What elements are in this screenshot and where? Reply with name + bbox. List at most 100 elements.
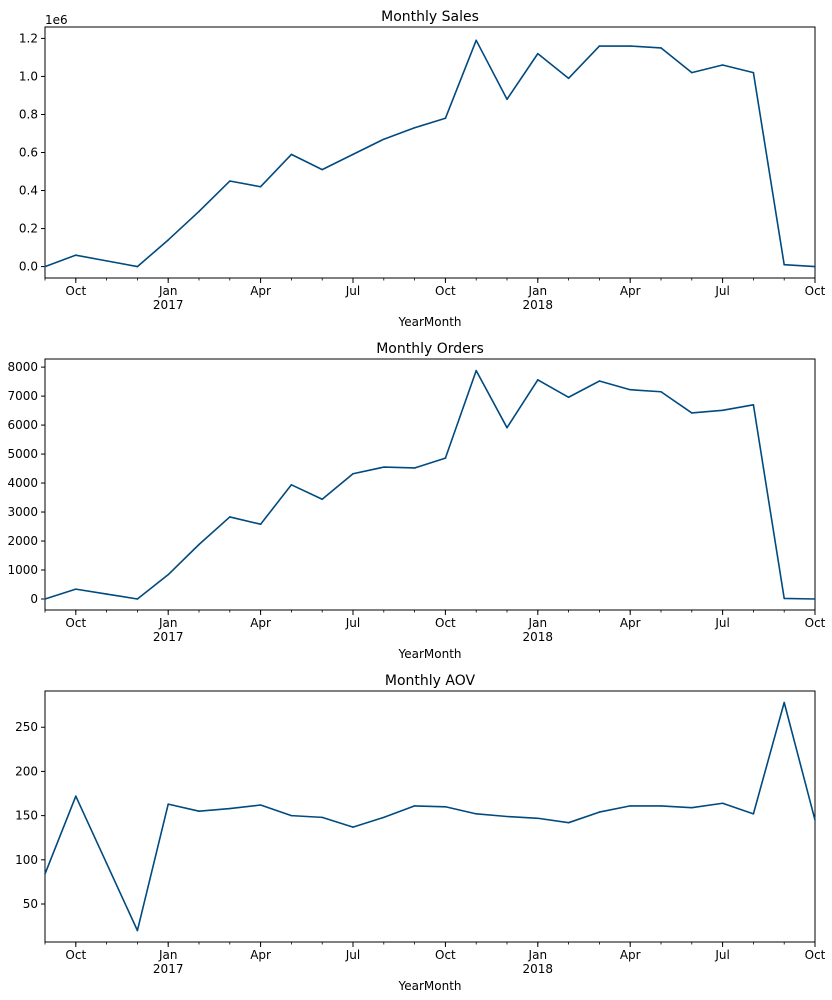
y-tick-label: 0.8	[19, 107, 38, 121]
data-point	[721, 64, 724, 66]
y-tick-label: 1000	[7, 563, 38, 577]
data-point	[44, 873, 46, 875]
plot-area-frame	[44, 690, 816, 943]
data-point	[721, 409, 724, 412]
x-tick-label: Apr	[250, 948, 271, 962]
data-point	[229, 180, 231, 182]
x-tick-label: Apr	[620, 948, 641, 962]
y-tick-label: 200	[15, 764, 38, 778]
data-point	[567, 821, 570, 824]
x-axis-label: YearMonth	[397, 979, 461, 993]
data-point	[567, 77, 570, 80]
y-tick-label: 5000	[7, 447, 38, 461]
x-tick-label: Apr	[250, 616, 271, 630]
data-point	[167, 803, 169, 805]
data-point	[598, 45, 601, 47]
data-point	[629, 805, 631, 807]
data-point	[506, 98, 508, 101]
data-point	[105, 260, 108, 262]
y-tick-label: 0.2	[19, 222, 38, 236]
data-point	[814, 598, 816, 600]
y-tick-label: 250	[15, 720, 38, 734]
data-point	[321, 498, 324, 501]
x-tick-label: Jul	[714, 948, 729, 962]
x-tick-label: Apr	[620, 284, 641, 298]
x-tick-label: Oct	[805, 616, 826, 630]
data-point	[352, 153, 354, 156]
y-tick-label: 2000	[7, 534, 38, 548]
data-point	[259, 523, 262, 526]
data-point	[413, 805, 416, 807]
x-year-label: 2017	[153, 630, 184, 644]
series-line	[44, 369, 816, 600]
data-point	[506, 815, 508, 818]
data-point	[660, 805, 662, 807]
data-point	[691, 806, 693, 809]
data-point	[629, 388, 631, 391]
data-point	[598, 380, 601, 382]
y-tick-label: 6000	[7, 418, 38, 432]
x-tick-label: Oct	[65, 948, 86, 962]
y-tick-label: 8000	[7, 360, 38, 374]
data-point	[691, 71, 693, 74]
x-tick-label: Jan	[528, 616, 548, 630]
data-point	[229, 807, 231, 810]
data-point	[198, 210, 200, 213]
data-point	[660, 47, 662, 49]
x-tick-label: Apr	[250, 284, 271, 298]
data-point	[75, 254, 77, 256]
data-point	[44, 598, 46, 600]
data-point	[783, 597, 785, 600]
data-point	[383, 816, 385, 819]
y-tick-label: 0.0	[19, 260, 38, 274]
x-year-label: 2017	[153, 298, 184, 312]
x-tick-label: Jan	[158, 284, 178, 298]
data-point	[167, 239, 169, 241]
sales-chart: Monthly Sales 1e6 YearMonth 0.0 0.2 0.4 0.6…	[19, 9, 826, 329]
data-point	[105, 862, 108, 865]
data-point	[383, 466, 385, 468]
y-tick-label: 150	[15, 809, 38, 823]
x-tick-label: Jul	[345, 284, 360, 298]
data-point	[537, 52, 539, 55]
x-tick-label: Oct	[805, 284, 826, 298]
data-point	[783, 701, 785, 704]
data-point	[752, 403, 755, 406]
x-tick-label: Oct	[65, 616, 86, 630]
chart-title: Monthly Orders	[376, 341, 484, 357]
data-point	[198, 543, 200, 546]
y-tick-label: 4000	[7, 476, 38, 490]
data-point	[75, 795, 77, 797]
data-point	[352, 826, 354, 828]
data-point	[752, 71, 755, 74]
x-tick-label: Jan	[158, 948, 178, 962]
data-point	[752, 813, 755, 815]
data-point	[44, 265, 46, 268]
x-tick-label: Apr	[620, 616, 641, 630]
data-point	[136, 929, 139, 932]
series-line	[44, 701, 816, 932]
x-year-label: 2018	[523, 962, 554, 976]
data-point	[691, 412, 693, 414]
data-point	[444, 457, 447, 459]
x-tick-label: Oct	[65, 284, 86, 298]
x-year-label: 2017	[153, 962, 184, 976]
x-year-label: 2018	[523, 630, 554, 644]
x-tick-label: Jul	[345, 948, 360, 962]
y-tick-label: 7000	[7, 389, 38, 403]
y-tick-label: 1.0	[19, 69, 38, 83]
data-point	[259, 185, 262, 188]
chart-title: Monthly AOV	[385, 673, 476, 689]
data-point	[444, 805, 447, 808]
data-point	[136, 265, 139, 268]
data-point	[475, 813, 478, 815]
x-tick-label: Jan	[528, 948, 548, 962]
series-line	[44, 39, 816, 268]
x-axis-label: YearMonth	[397, 647, 461, 661]
data-point	[506, 426, 508, 429]
data-point	[475, 39, 478, 42]
data-point	[537, 817, 539, 820]
data-point	[783, 263, 785, 266]
data-point	[567, 396, 570, 399]
x-tick-label: Jul	[345, 616, 360, 630]
